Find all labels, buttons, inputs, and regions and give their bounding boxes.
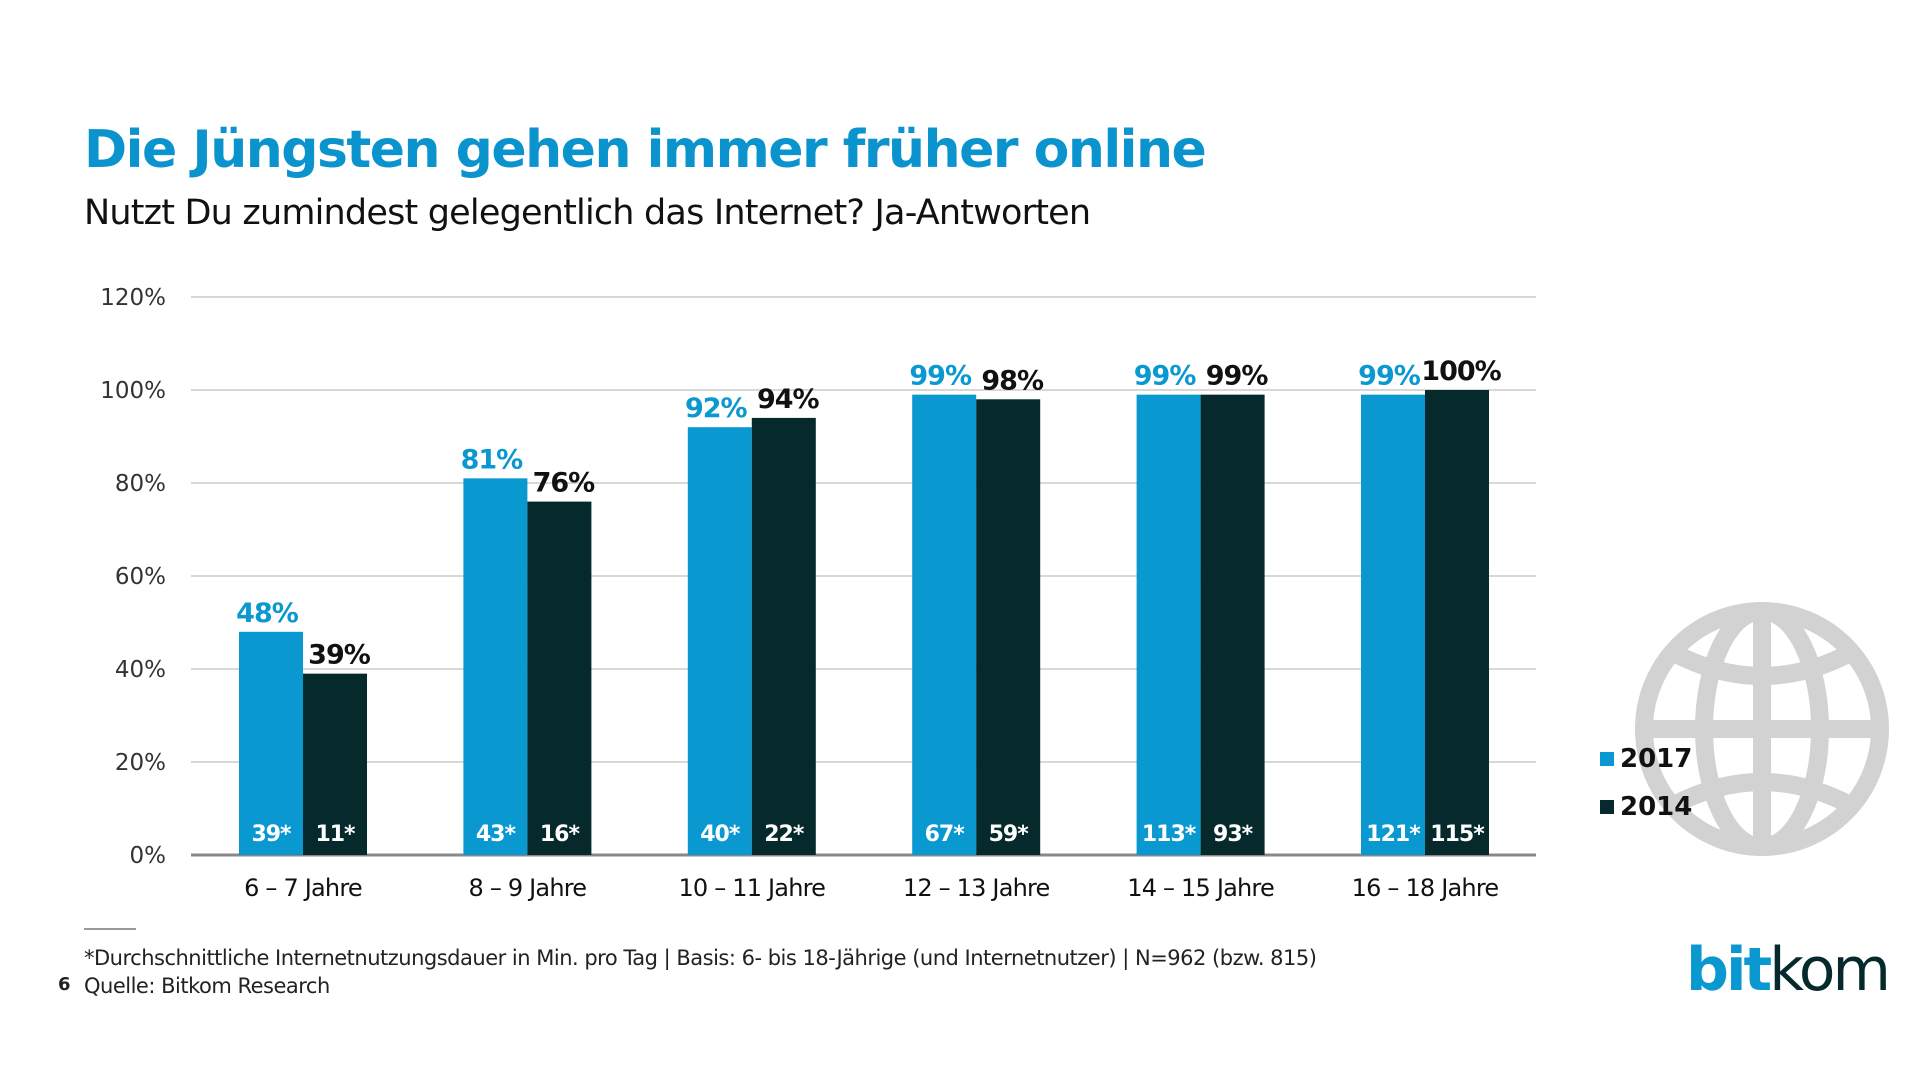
- bar-2017: [912, 394, 977, 855]
- data-label: 98%: [981, 365, 1044, 396]
- minutes-label: 22*: [764, 822, 805, 847]
- bar-2014: [1200, 394, 1265, 855]
- data-label: 81%: [461, 444, 524, 475]
- x-tick-label: 12 – 13 Jahre: [903, 874, 1050, 902]
- bar-2014: [751, 417, 816, 855]
- bar-2014: [976, 399, 1041, 855]
- page-number: 6: [58, 974, 71, 995]
- x-tick-label: 6 – 7 Jahre: [244, 874, 362, 902]
- bar-2014: [303, 673, 367, 855]
- y-tick-label: 60%: [115, 564, 166, 590]
- data-label: 76%: [533, 468, 596, 499]
- footnote-divider: [84, 928, 136, 930]
- minutes-label: 113*: [1142, 822, 1197, 847]
- data-label: 39%: [308, 640, 371, 671]
- data-label: 48%: [236, 598, 299, 629]
- bitkom-logo: bitkom: [1686, 935, 1891, 1005]
- minutes-label: 115*: [1430, 822, 1485, 847]
- logo-part: bit: [1686, 935, 1772, 1005]
- data-label: 99%: [909, 361, 972, 392]
- minutes-label: 40*: [700, 822, 741, 847]
- bar-2014: [1425, 390, 1489, 855]
- legend-label: 2014: [1620, 792, 1693, 822]
- x-tick-label: 10 – 11 Jahre: [678, 874, 825, 902]
- chart-title: Die Jüngsten gehen immer früher online: [84, 120, 1207, 180]
- legend-swatch: [1600, 752, 1614, 766]
- minutes-label: 43*: [476, 822, 517, 847]
- data-label: 94%: [757, 384, 820, 415]
- legend-label: 2017: [1620, 744, 1693, 774]
- minutes-label: 67*: [925, 822, 966, 847]
- bar-2017: [1136, 394, 1201, 855]
- y-tick-label: 20%: [115, 750, 166, 776]
- bar-2017: [463, 478, 528, 855]
- y-tick-label: 40%: [115, 657, 166, 683]
- legend-swatch: [1600, 800, 1614, 814]
- y-tick-label: 0%: [130, 843, 167, 869]
- bar-2014: [527, 501, 592, 855]
- x-tick-label: 16 – 18 Jahre: [1352, 874, 1499, 902]
- x-tick-label: 8 – 9 Jahre: [469, 874, 587, 902]
- bar-2017: [1361, 394, 1425, 855]
- bar-2017: [687, 427, 752, 855]
- data-label: 100%: [1421, 356, 1501, 387]
- data-label: 99%: [1206, 361, 1269, 392]
- minutes-label: 16*: [540, 822, 581, 847]
- data-label: 92%: [685, 393, 748, 424]
- source: Quelle: Bitkom Research: [84, 974, 330, 998]
- legend-item-2017: 2017: [1600, 744, 1692, 774]
- y-tick-label: 100%: [100, 378, 166, 404]
- bar-2017: [239, 631, 303, 855]
- minutes-label: 11*: [315, 822, 356, 847]
- chart-subtitle: Nutzt Du zumindest gelegentlich das Inte…: [84, 193, 1091, 233]
- minutes-label: 93*: [1213, 822, 1254, 847]
- y-tick-label: 120%: [100, 285, 166, 311]
- y-tick-label: 80%: [115, 471, 166, 497]
- data-label: 99%: [1358, 361, 1421, 392]
- minutes-label: 39*: [251, 822, 292, 847]
- logo-part: kom: [1769, 935, 1891, 1005]
- footnote: *Durchschnittliche Internetnutzungsdauer…: [84, 946, 1317, 970]
- legend-item-2014: 2014: [1600, 792, 1692, 822]
- data-label: 99%: [1134, 361, 1197, 392]
- minutes-label: 59*: [989, 822, 1030, 847]
- globe-icon: [1635, 602, 1889, 856]
- x-tick-label: 14 – 15 Jahre: [1127, 874, 1274, 902]
- minutes-label: 121*: [1366, 822, 1421, 847]
